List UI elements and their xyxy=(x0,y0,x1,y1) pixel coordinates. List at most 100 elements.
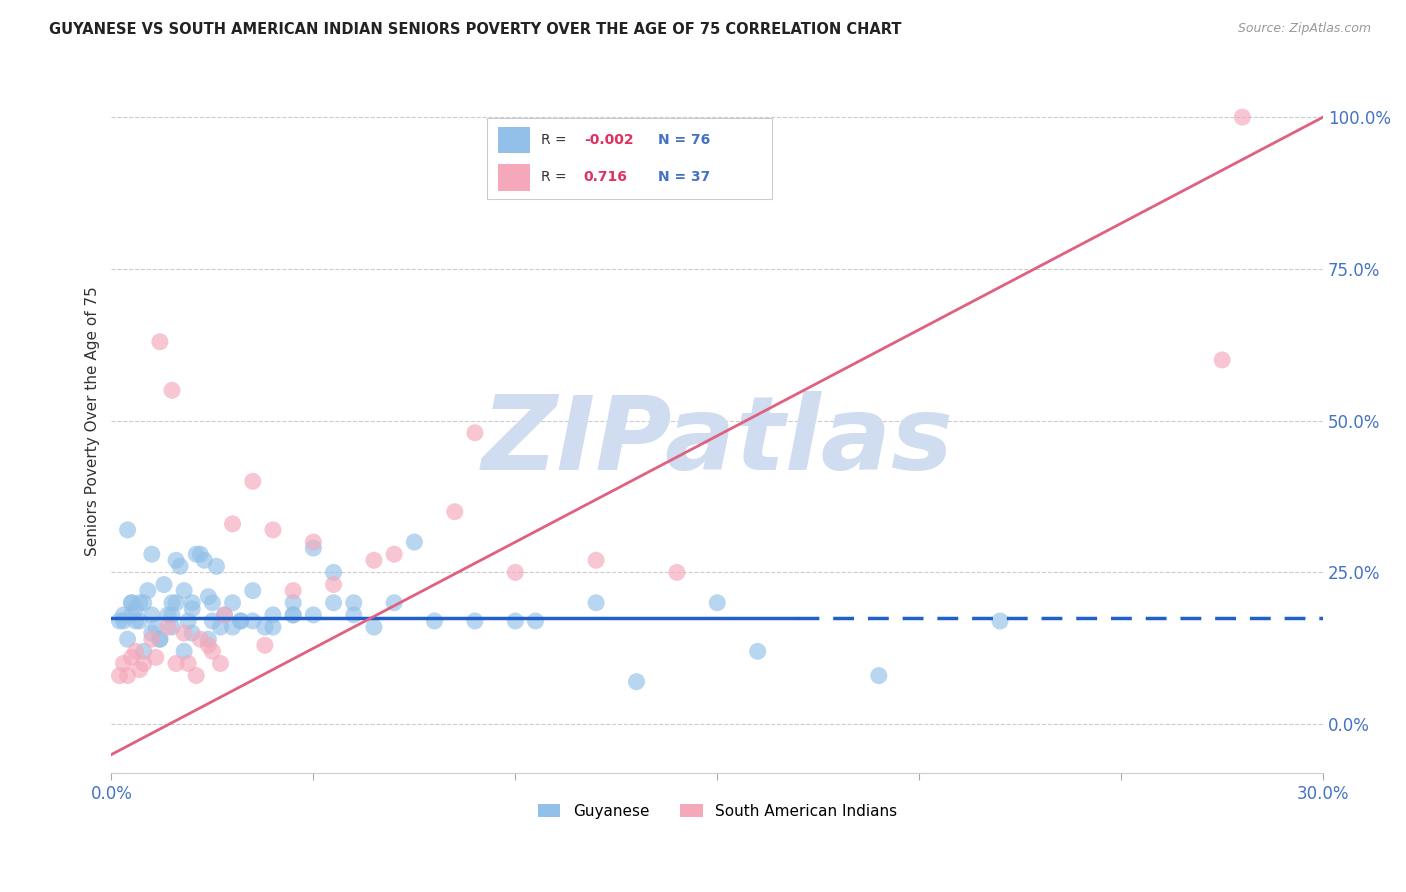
Point xyxy=(124,614,146,628)
Point xyxy=(283,607,305,622)
Point xyxy=(121,650,143,665)
Point xyxy=(112,607,135,622)
Point xyxy=(253,638,276,652)
Point xyxy=(141,626,163,640)
Point xyxy=(165,657,187,671)
Point xyxy=(382,547,405,561)
Point xyxy=(145,650,167,665)
Point xyxy=(262,607,284,622)
Point xyxy=(868,668,890,682)
Point xyxy=(160,607,183,622)
Point xyxy=(363,620,385,634)
Point xyxy=(283,607,305,622)
Point xyxy=(124,644,146,658)
Point xyxy=(145,620,167,634)
Point xyxy=(173,583,195,598)
Point xyxy=(117,523,139,537)
Point xyxy=(283,596,305,610)
Point xyxy=(132,596,155,610)
Point xyxy=(197,590,219,604)
Point xyxy=(121,607,143,622)
Point xyxy=(201,614,224,628)
Point xyxy=(343,596,366,610)
Point xyxy=(262,523,284,537)
Point xyxy=(173,626,195,640)
Point xyxy=(169,559,191,574)
Point xyxy=(188,632,211,647)
Point xyxy=(121,596,143,610)
Point xyxy=(186,668,208,682)
Point xyxy=(242,614,264,628)
Point xyxy=(136,583,159,598)
Point xyxy=(141,607,163,622)
Point xyxy=(124,602,146,616)
Point xyxy=(132,657,155,671)
Point xyxy=(242,583,264,598)
Point xyxy=(302,541,325,555)
Point xyxy=(149,334,172,349)
Point xyxy=(253,620,276,634)
Point xyxy=(221,516,243,531)
Point xyxy=(149,632,172,647)
Point xyxy=(214,607,236,622)
Point xyxy=(186,547,208,561)
Point xyxy=(665,566,688,580)
Point xyxy=(343,607,366,622)
Point xyxy=(117,632,139,647)
Point xyxy=(302,535,325,549)
Point xyxy=(160,620,183,634)
Point xyxy=(214,607,236,622)
Point xyxy=(229,614,252,628)
Point xyxy=(747,644,769,658)
Point xyxy=(382,596,405,610)
Point xyxy=(108,614,131,628)
Point xyxy=(181,626,204,640)
Point xyxy=(117,668,139,682)
Point xyxy=(112,614,135,628)
Point xyxy=(128,614,150,628)
Point xyxy=(706,596,728,610)
Point xyxy=(423,614,446,628)
Point xyxy=(149,632,172,647)
Point xyxy=(205,559,228,574)
Point xyxy=(112,657,135,671)
Point xyxy=(626,674,648,689)
Point xyxy=(173,644,195,658)
Point xyxy=(524,614,547,628)
Point xyxy=(209,620,232,634)
Point xyxy=(121,596,143,610)
Point xyxy=(988,614,1011,628)
Point xyxy=(322,577,344,591)
Point xyxy=(156,620,179,634)
Point xyxy=(165,553,187,567)
Point xyxy=(201,596,224,610)
Point xyxy=(165,596,187,610)
Point xyxy=(128,663,150,677)
Point xyxy=(141,632,163,647)
Y-axis label: Seniors Poverty Over the Age of 75: Seniors Poverty Over the Age of 75 xyxy=(86,285,100,556)
Point xyxy=(160,596,183,610)
Point xyxy=(1211,352,1233,367)
Point xyxy=(221,620,243,634)
Point xyxy=(505,614,527,628)
Text: ZIPatlas: ZIPatlas xyxy=(481,392,953,492)
Point xyxy=(505,566,527,580)
Point xyxy=(443,505,465,519)
Point xyxy=(322,566,344,580)
Text: GUYANESE VS SOUTH AMERICAN INDIAN SENIORS POVERTY OVER THE AGE OF 75 CORRELATION: GUYANESE VS SOUTH AMERICAN INDIAN SENIOR… xyxy=(49,22,901,37)
Point xyxy=(181,596,204,610)
Point xyxy=(283,583,305,598)
Legend: Guyanese, South American Indians: Guyanese, South American Indians xyxy=(531,797,903,825)
Point xyxy=(197,632,219,647)
Point xyxy=(221,596,243,610)
Point xyxy=(153,577,176,591)
Point xyxy=(177,614,200,628)
Point xyxy=(302,607,325,622)
Point xyxy=(160,384,183,398)
Point xyxy=(181,602,204,616)
Point xyxy=(177,657,200,671)
Point xyxy=(229,614,252,628)
Point xyxy=(363,553,385,567)
Point xyxy=(108,668,131,682)
Point xyxy=(209,657,232,671)
